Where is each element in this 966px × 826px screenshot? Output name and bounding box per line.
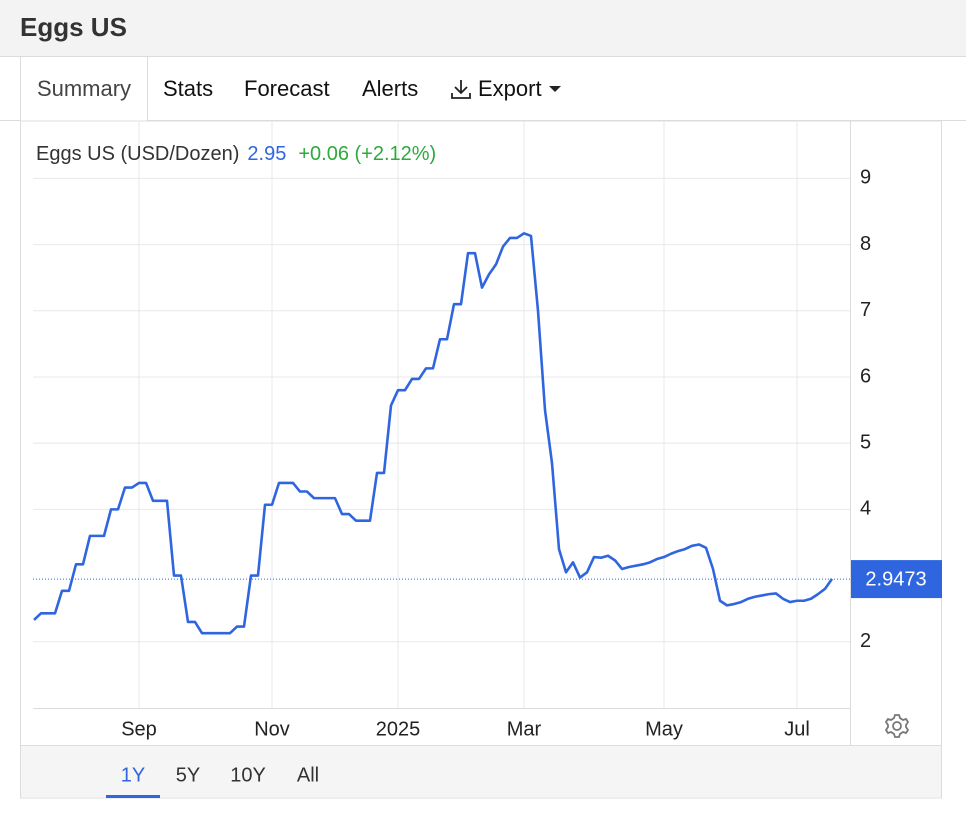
- x-tick-label: Mar: [507, 718, 542, 740]
- range-button[interactable]: 10Y: [230, 764, 266, 786]
- tab[interactable]: Stats: [163, 76, 214, 101]
- tab[interactable]: Alerts: [362, 76, 419, 101]
- settings-icon[interactable]: [884, 714, 910, 738]
- download-icon: [451, 80, 471, 99]
- tab[interactable]: Summary: [20, 57, 148, 121]
- x-tick-label: May: [645, 718, 683, 740]
- y-tick-label: 2: [860, 630, 871, 652]
- range-button[interactable]: 5Y: [176, 764, 200, 786]
- caret-icon: [549, 86, 561, 92]
- y-tick-label: 6: [860, 365, 871, 387]
- line: [33, 232, 834, 635]
- y-tick-label: 5: [860, 431, 871, 453]
- last-value: 2.95: [247, 143, 286, 165]
- change: +0.06 (+2.12%): [298, 143, 436, 165]
- y-tick-label: 9: [860, 167, 871, 189]
- range-button[interactable]: 1Y: [121, 764, 145, 786]
- y-tick-label: 8: [860, 233, 871, 255]
- x-tick-label: Sep: [121, 718, 157, 740]
- x-tick-label: Jul: [784, 718, 810, 740]
- chart-frame: [20, 120, 942, 799]
- tab[interactable]: Export: [478, 76, 542, 101]
- range-underline: [106, 795, 160, 798]
- range-bar: [21, 745, 941, 797]
- header: Eggs US: [0, 0, 966, 57]
- price-label: 2.9473: [865, 568, 926, 590]
- x-tick-label: 2025: [376, 718, 421, 740]
- y-tick-label: 4: [860, 498, 871, 520]
- tab-bar: Summary Stats Forecast Alerts Export: [0, 57, 966, 121]
- page-title: Eggs US: [20, 12, 127, 42]
- y-tick-label: 7: [860, 299, 871, 321]
- plot: [33, 232, 850, 635]
- legend: Eggs US (USD/Dozen) 2.95 +0.06 (+2.12%): [36, 143, 436, 165]
- legend-name: Eggs US (USD/Dozen): [36, 143, 239, 165]
- x-tick-label: Nov: [254, 718, 290, 740]
- tab[interactable]: Forecast: [244, 76, 330, 101]
- range-button[interactable]: All: [297, 764, 319, 786]
- grid: [33, 121, 850, 708]
- price-tag: [851, 560, 942, 599]
